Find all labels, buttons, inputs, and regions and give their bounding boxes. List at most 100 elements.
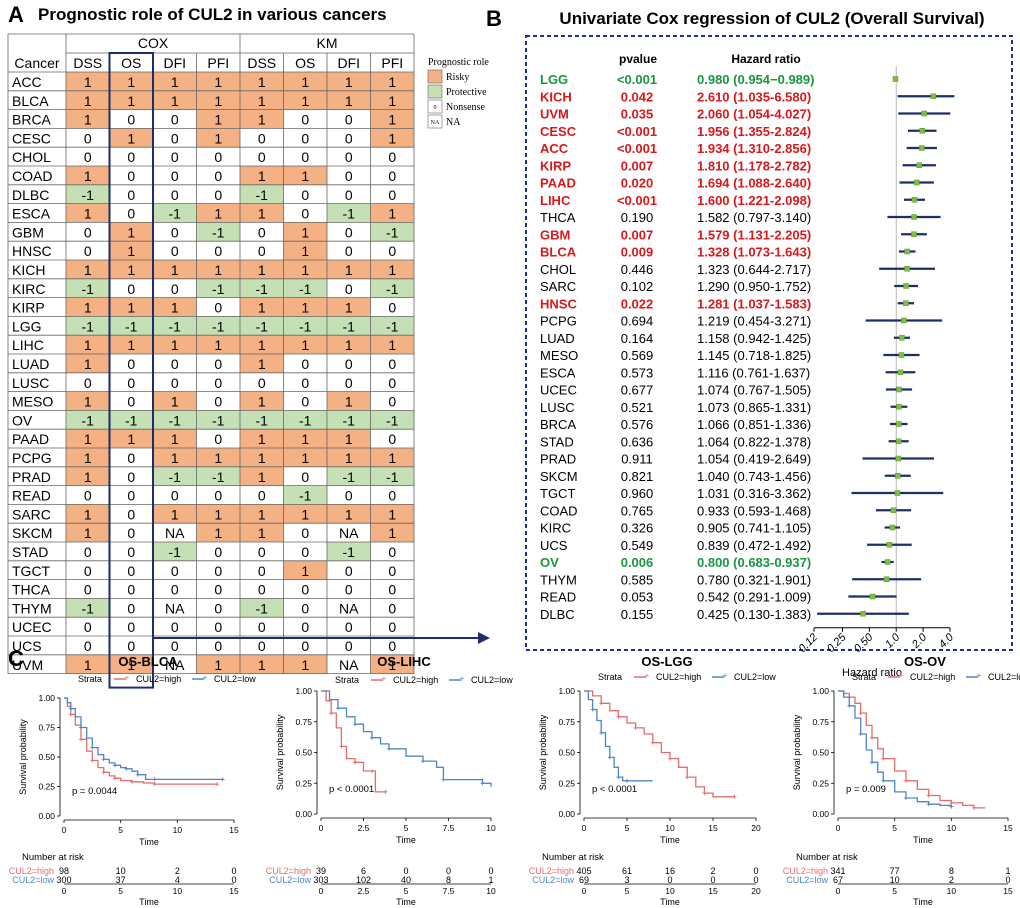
- km-censor-mark: [702, 791, 707, 796]
- cell-bg: [370, 72, 414, 91]
- forest-point: [898, 352, 905, 358]
- km-risk-tick-label: 15: [229, 886, 239, 896]
- cell-bg: [240, 560, 284, 580]
- forest-point: [904, 248, 910, 255]
- table-cell: 1: [84, 93, 92, 109]
- table-cell: -1: [212, 318, 225, 334]
- km-pvalue: p < 0.0001: [329, 784, 374, 795]
- table-cell: 0: [127, 525, 135, 541]
- km-risk-count: 300: [56, 875, 71, 885]
- cell-bg: [66, 278, 110, 298]
- table-cell: 1: [171, 506, 179, 522]
- cell-bg: [370, 222, 414, 242]
- km-censor-mark: [847, 703, 852, 708]
- cell-bg: [66, 372, 110, 392]
- cell-bg: [109, 654, 153, 674]
- table-cell: 1: [127, 130, 135, 146]
- cell-bg: [240, 203, 284, 223]
- forest-hr-text: 0.980 (0.954−0.989): [697, 72, 814, 87]
- cell-bg: [327, 90, 371, 110]
- table-cell: 0: [301, 469, 309, 485]
- cell-bg: [196, 260, 240, 279]
- cell-bg: [109, 335, 153, 354]
- cell-bg: [153, 335, 197, 354]
- km-risk-count: 40: [401, 875, 411, 885]
- cell-bg: [240, 147, 284, 166]
- cell-bg: [66, 297, 110, 317]
- table-cell: 0: [127, 375, 135, 391]
- cell-bg: [153, 278, 197, 298]
- forest-point: [889, 524, 896, 531]
- table-cell: 0: [214, 563, 222, 579]
- cell-bg: [109, 278, 153, 298]
- km-x-label: Time: [396, 835, 416, 845]
- cancer-label: GBM: [12, 224, 44, 240]
- table-cell: 0: [214, 149, 222, 165]
- table-cell: 1: [258, 657, 266, 673]
- table-cell: 0: [388, 638, 396, 654]
- km-risk-count: 1: [1005, 866, 1010, 876]
- cell-bg: [240, 72, 284, 91]
- km-risk-x-label: Time: [660, 897, 680, 907]
- cell-bg: [109, 485, 153, 505]
- table-cell: 1: [214, 130, 222, 146]
- cell-bg: [240, 579, 284, 599]
- forest-point: [921, 110, 928, 117]
- table-cell: 0: [388, 431, 396, 447]
- table-cell: 0: [214, 431, 222, 447]
- km-pvalue: p = 0.009: [846, 784, 886, 795]
- forest-hr-text: 0.542 (0.291-1.009): [697, 590, 811, 605]
- cancer-label: TGCT: [12, 563, 51, 579]
- table-cell: -1: [212, 469, 225, 485]
- cell-bg: [327, 542, 371, 561]
- cell-bg: [327, 448, 371, 467]
- km-censor-mark: [383, 789, 388, 794]
- km-risk-count: 8: [446, 875, 451, 885]
- km-risk-count: 69: [579, 875, 589, 885]
- table-cell: 0: [214, 582, 222, 598]
- km-risk-tick-label: 10: [665, 886, 675, 896]
- cell-bg: [196, 429, 240, 448]
- forest-point: [899, 335, 905, 341]
- km-plot: OS-LGG Strata + CUL2=high + CUL2=low 0.00 0.25 0…: [529, 654, 777, 907]
- table-cell: 0: [345, 224, 353, 240]
- km-censor-mark: [904, 796, 908, 801]
- legend-swatch: [427, 84, 443, 99]
- cell-bg: [109, 560, 153, 580]
- km-censor-mark: [353, 722, 357, 727]
- cell-bg: [283, 222, 327, 242]
- km-risk-count: 0: [403, 866, 408, 876]
- cell-bg: [370, 542, 414, 561]
- forest-hr-text: 1.054 (0.419-2.649): [697, 452, 811, 467]
- cell-bg: [370, 523, 414, 542]
- km-censor-mark: [215, 782, 219, 787]
- forest-x-tick-label: 0.50: [852, 631, 876, 655]
- cell-bg: [196, 166, 240, 185]
- cell-bg: [153, 147, 197, 166]
- forest-cancer: STAD: [540, 434, 574, 449]
- panel-a: A Prognostic role of CUL2 in various can…: [7, 2, 490, 689]
- cell-bg: [153, 354, 197, 373]
- table-cell: 1: [127, 657, 135, 673]
- cancer-label: PCPG: [12, 450, 52, 466]
- cell-bg: [283, 598, 327, 618]
- cell-bg: [283, 391, 327, 411]
- cancer-label: LUAD: [12, 356, 49, 372]
- km-plot: OS-OV Strata + CUL2=high + CUL2=low 0.00 0.25 0.…: [783, 654, 1020, 907]
- cell-bg: [153, 90, 197, 110]
- table-cell: 0: [84, 619, 92, 635]
- km-y-tick-label: 1.00: [38, 693, 55, 703]
- table-cell: 1: [171, 93, 179, 109]
- forest-hr-text: 2.610 (1.035-6.580): [697, 89, 811, 104]
- table-cell: 1: [84, 337, 92, 353]
- km-censor-mark: [90, 758, 95, 763]
- km-legend-label: CUL2=high: [656, 672, 701, 682]
- cell-bg: [283, 372, 327, 392]
- cancer-label: LUSC: [12, 375, 49, 391]
- km-risk-count: 98: [59, 866, 69, 876]
- table-cell: -1: [386, 412, 399, 428]
- km-risk-count: 2: [710, 866, 715, 876]
- cell-bg: [109, 523, 153, 542]
- prognostic-table: COX KM Cancer DSS OS DFI PFI DSS OS DFI PFI ACC 1 1 1 1…: [7, 33, 415, 689]
- table-cell: -1: [256, 187, 269, 203]
